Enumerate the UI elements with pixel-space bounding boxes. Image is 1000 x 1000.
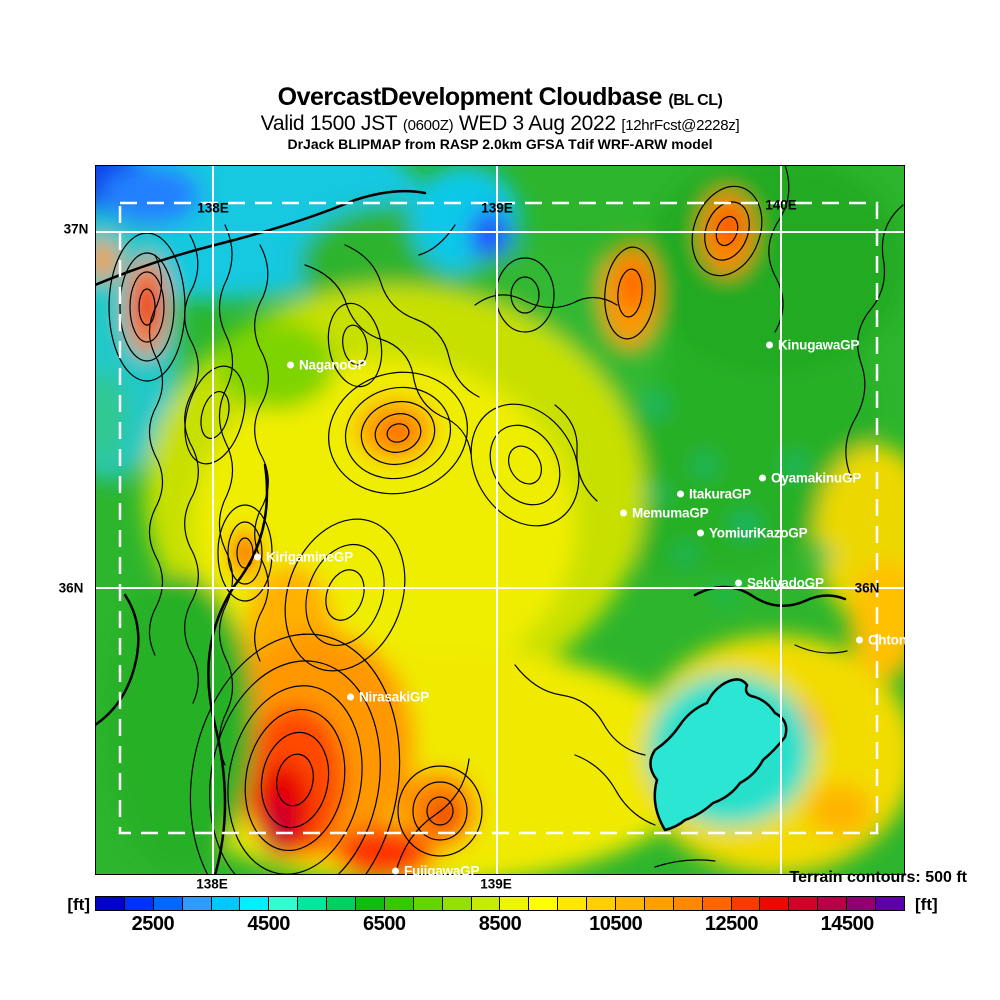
colorbar-segment [760, 897, 790, 910]
lat-label-36n-left: 36N [58, 580, 84, 596]
graticule-lines [95, 165, 905, 875]
colorbar-segment [731, 897, 761, 910]
lake-outline [649, 678, 788, 832]
site-label-itakura: ItakuraGP [677, 487, 751, 502]
valid-prefix: Valid 1500 JST [260, 112, 398, 136]
site-name: Ohtone [868, 632, 905, 648]
colorbar-segment [413, 897, 443, 910]
colorbar-segment [124, 897, 154, 910]
colorbar-segment [702, 897, 732, 910]
site-name: FujigawaGP [404, 863, 480, 876]
lat-label-36n-right: 36N [854, 580, 880, 596]
domain-dashed-box [118, 201, 879, 835]
terrain-contours-note: Terrain contours: 500 ft [789, 869, 967, 886]
colorbar-segment [558, 897, 588, 910]
cloudbase-color-field [95, 165, 905, 875]
site-marker-dot [759, 474, 766, 482]
site-label-memuma: MemumaGP [620, 505, 709, 521]
site-name: OyamakinuGP [771, 470, 862, 486]
site-marker-dot [677, 490, 684, 498]
terrain-contours [95, 165, 904, 875]
page-title: OvercastDevelopment Cloudbase (BL CL) [0, 84, 1000, 110]
colorbar-segments [95, 896, 905, 911]
site-label-kirigamine: KirigamineGP [254, 550, 353, 565]
site-label-fujigawa: FujigawaGP [392, 863, 480, 876]
colorbar-ticks: 2500 4500 6500 8500 10500 12500 14500 [95, 913, 905, 937]
colorbar-segment [529, 897, 559, 910]
colorbar-tick: 12500 [704, 913, 759, 935]
map-canvas [95, 165, 905, 875]
forecast-map: NaganoGP KinugawaGP OyamakinuGP ItakuraG… [95, 165, 905, 875]
lon-label-139e-bottom: 139E [480, 876, 512, 892]
colorbar-tick: 2500 [131, 913, 175, 935]
colorbar-segment [384, 897, 414, 910]
site-name: KinugawaGP [778, 337, 860, 353]
site-marker-dot [347, 693, 354, 701]
site-marker-dot [287, 361, 294, 369]
colorbar-segment [269, 897, 299, 910]
site-label-ohtone: Ohtone [856, 633, 905, 648]
site-name: YomiuriKazoGP [709, 525, 808, 541]
colorbar-segment [182, 897, 212, 910]
colorbar-segment [818, 897, 848, 910]
colorbar-segment [153, 897, 183, 910]
site-name: MemumaGP [632, 505, 709, 521]
colorbar-tick: 10500 [589, 913, 643, 935]
site-marker-dot [735, 579, 742, 587]
colorbar-segment [616, 897, 645, 910]
colorbar-segment [211, 897, 241, 910]
site-name: SekiyadoGP [747, 575, 824, 591]
site-marker-dot [856, 636, 863, 644]
site-marker-dot [766, 341, 773, 349]
colorbar-segment [356, 897, 385, 910]
site-label-oyamakinu: OyamakinuGP [759, 471, 861, 486]
colorbar-segment [847, 897, 877, 910]
site-name: NirasakiGP [359, 689, 430, 705]
site-name: NaganoGP [299, 357, 367, 373]
lon-label-139e-top: 139E [481, 200, 513, 216]
header: OvercastDevelopment Cloudbase (BL CL) Va… [0, 84, 1000, 152]
colorbar-segment [500, 897, 530, 910]
site-label-kinugawa: KinugawaGP [766, 338, 859, 353]
colorbar-segment [327, 897, 357, 910]
colorbar-segment [644, 897, 674, 910]
colorbar-segment [876, 897, 904, 910]
site-name: ItakuraGP [689, 486, 751, 502]
model-line: DrJack BLIPMAP from RASP 2.0km GFSA Tdif… [287, 136, 713, 153]
colorbar-tick: 4500 [247, 913, 290, 935]
title-main: OvercastDevelopment Cloudbase [277, 83, 663, 111]
colorbar-segment [587, 897, 617, 910]
map-border [95, 165, 905, 875]
unit-label-right: [ft] [915, 895, 938, 914]
colorbar-segment [789, 897, 819, 910]
colorbar-segment [96, 897, 125, 910]
site-marker-dot [392, 867, 399, 875]
site-name: KirigamineGP [266, 549, 353, 565]
colorbar-tick: 14500 [820, 913, 875, 935]
valid-date: WED 3 Aug 2022 [458, 112, 616, 136]
colorbar-segment [240, 897, 270, 910]
site-label-sekiyado: SekiyadoGP [735, 576, 824, 591]
colorbar-tick: 8500 [478, 913, 522, 935]
lat-label-37n: 37N [63, 221, 89, 237]
valid-zulu: (0600Z) [402, 117, 454, 135]
unit-label-left: [ft] [67, 895, 90, 914]
valid-fcst: [12hrFcst@2228z] [621, 117, 740, 135]
lon-label-140e-top: 140E [765, 197, 797, 213]
colorbar-tick: 6500 [363, 913, 406, 935]
colorbar-segment [298, 897, 328, 910]
colorbar-segment [673, 897, 703, 910]
site-label-yomiurikazo: YomiuriKazoGP [697, 525, 808, 541]
site-marker-dot [254, 553, 261, 561]
site-label-nirasaki: NirasakiGP [347, 690, 429, 705]
site-marker-dot [697, 529, 704, 537]
colorbar-segment [471, 897, 501, 910]
lon-label-138e-bottom: 138E [196, 876, 228, 892]
valid-line: Valid 1500 JST (0600Z) WED 3 Aug 2022 [1… [0, 113, 1000, 135]
site-marker-dot [620, 509, 627, 517]
title-suffix: (BL CL) [668, 92, 723, 109]
lon-label-138e-top: 138E [197, 200, 229, 216]
colorbar-segment [442, 897, 472, 910]
site-label-nagano: NaganoGP [287, 357, 367, 373]
